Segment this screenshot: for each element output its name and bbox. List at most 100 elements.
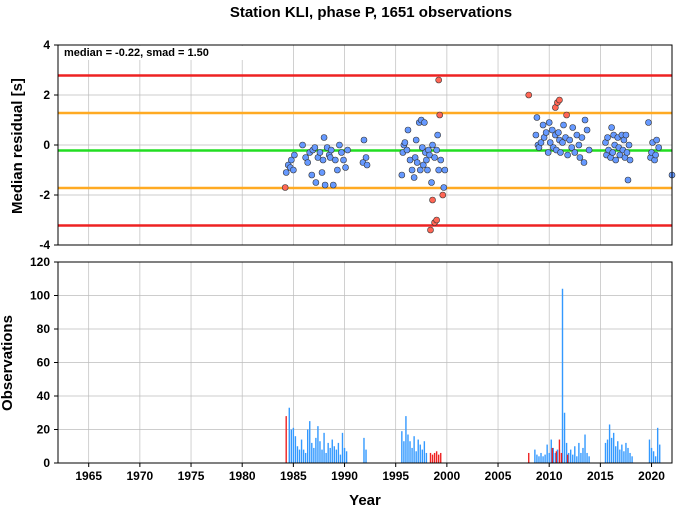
residual-point: [318, 169, 326, 176]
top-y-tick-labels: -4 -2 0 2 4: [39, 38, 58, 252]
median-smad-annotation: median = -0.22, smad = 1.50: [64, 47, 209, 59]
residual-point: [542, 129, 550, 136]
residual-points: [281, 76, 676, 234]
residual-point: [431, 154, 438, 161]
top-y-tick-label: 0: [43, 138, 50, 152]
x-tick-label: 1975: [178, 469, 205, 483]
residual-point: [433, 146, 440, 154]
residual-point: [583, 126, 591, 134]
residual-point: [544, 149, 552, 156]
residual-point: [299, 141, 306, 149]
residual-point: [398, 171, 406, 179]
residual-point: [437, 156, 445, 164]
x-tick-label: 2005: [485, 469, 512, 483]
residual-point: [340, 156, 347, 164]
residual-point: [342, 164, 349, 171]
residual-point: [564, 151, 571, 159]
bottom-y-axis-label: Observations: [0, 315, 16, 411]
residual-point: [568, 144, 576, 151]
residual-point: [626, 156, 634, 164]
residual-point: [563, 111, 570, 119]
top-y-tick-label: 2: [43, 88, 50, 102]
residual-point: [569, 124, 577, 131]
residual-point: [655, 144, 662, 151]
residual-point: [436, 111, 444, 119]
x-tick-label: 1985: [280, 469, 307, 483]
residual-point: [533, 114, 541, 121]
residual-point: [332, 156, 339, 164]
residual-point: [281, 184, 289, 191]
x-tick-label: 2000: [434, 469, 461, 483]
residual-point: [555, 129, 562, 136]
residual-point: [291, 151, 298, 159]
top-y-tick-label: -4: [39, 238, 50, 252]
residual-point: [653, 136, 660, 144]
top-y-axis-label: Median residual [s]: [9, 78, 26, 214]
residual-point: [548, 126, 556, 134]
residual-point: [546, 139, 554, 146]
residual-point: [312, 179, 320, 186]
x-tick-label: 1970: [127, 469, 154, 483]
x-tick-labels: 1965 1970 1975 1980 1985 1990 1995 2000 2005 2010…: [75, 463, 665, 483]
reference-lines: [58, 74, 672, 227]
residual-point: [427, 226, 434, 234]
residual-point: [282, 169, 290, 176]
top-y-tick-label: 4: [43, 38, 50, 52]
residual-point: [575, 141, 583, 149]
residual-point: [316, 149, 324, 156]
x-tick-label: 1965: [75, 469, 102, 483]
residual-point: [557, 149, 564, 156]
residual-point: [578, 134, 586, 141]
residual-point: [311, 144, 319, 151]
residual-point: [623, 149, 631, 156]
residual-point: [556, 96, 563, 104]
x-tick-label: 1995: [382, 469, 409, 483]
residual-point: [545, 119, 553, 126]
residual-point: [441, 166, 449, 174]
residual-point: [622, 131, 630, 139]
residual-point: [435, 166, 442, 174]
residual-point: [652, 151, 659, 159]
residual-point: [338, 149, 345, 156]
residual-point: [429, 196, 436, 204]
x-tick-label: 1990: [331, 469, 358, 483]
residual-point: [327, 146, 335, 154]
residual-point: [412, 136, 420, 144]
residual-point: [609, 149, 616, 156]
residual-point: [435, 76, 442, 84]
observation-bars: [285, 288, 661, 463]
residual-point: [423, 156, 430, 164]
bottom-y-tick-label: 120: [30, 255, 50, 269]
bottom-y-tick-labels: 0 20 40 60 80 100 120: [30, 255, 58, 470]
residual-point: [428, 179, 435, 186]
residual-point: [421, 119, 428, 126]
residual-point: [571, 149, 579, 156]
residual-point: [608, 124, 615, 131]
residual-point: [576, 154, 584, 161]
residual-point: [434, 131, 441, 139]
residual-point: [336, 141, 343, 149]
bottom-y-tick-label: 80: [37, 322, 51, 336]
residual-point: [612, 156, 620, 164]
x-tick-label: 1980: [229, 469, 256, 483]
residual-point: [419, 144, 426, 151]
residual-point: [581, 116, 589, 124]
residual-point: [440, 184, 448, 191]
bottom-y-tick-label: 20: [37, 423, 51, 437]
residual-point: [625, 141, 633, 149]
residual-point: [424, 166, 431, 174]
residual-point: [645, 119, 652, 126]
x-tick-label: 2010: [536, 469, 563, 483]
x-tick-label: 2015: [587, 469, 614, 483]
residual-point: [334, 166, 341, 174]
residual-point: [624, 176, 632, 184]
residual-point: [416, 166, 424, 174]
residual-point: [344, 146, 351, 154]
residual-point: [410, 174, 418, 181]
residual-point: [329, 181, 337, 189]
residual-point: [320, 134, 328, 141]
top-y-tick-label: -2: [39, 188, 50, 202]
chart-title: Station KLI, phase P, 1651 observations: [230, 4, 512, 21]
residual-point: [566, 136, 573, 144]
residual-point: [404, 126, 412, 134]
